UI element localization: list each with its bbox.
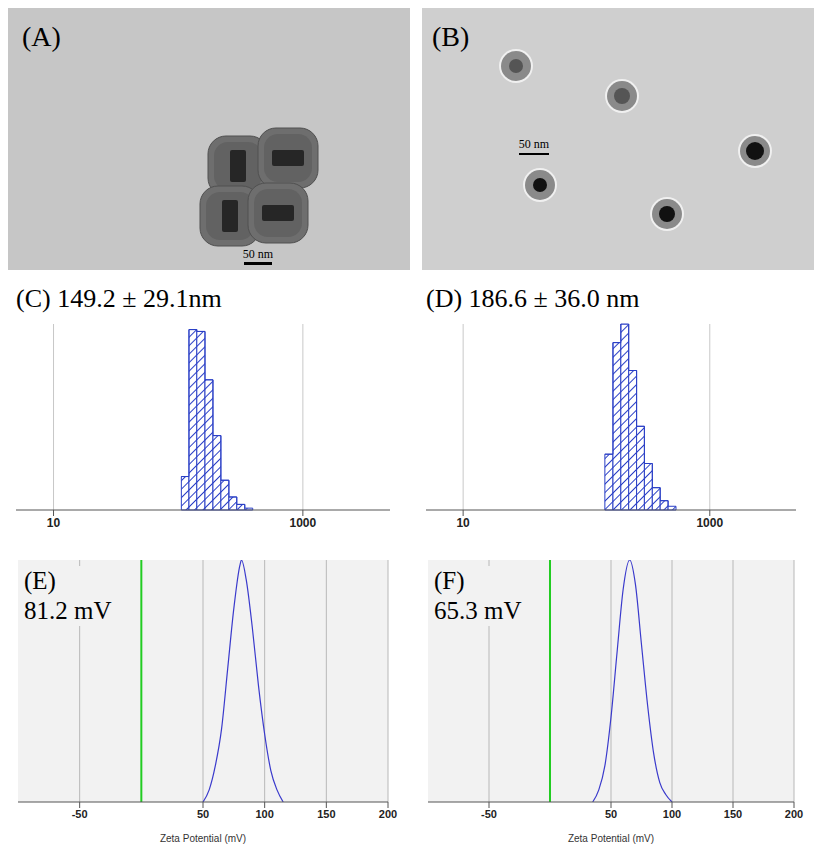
svg-text:50: 50 (197, 808, 209, 820)
svg-text:1000: 1000 (696, 516, 723, 530)
svg-text:150: 150 (724, 808, 742, 820)
svg-text:100: 100 (255, 808, 273, 820)
html-text:(E): (E) (24, 567, 56, 594)
svg-text:200: 200 (785, 808, 803, 820)
svg-text:(A): (A) (22, 21, 61, 52)
html-text:65.3 mV: 65.3 mV (434, 597, 522, 624)
svg-text:1000: 1000 (290, 516, 317, 530)
svg-text:(B): (B) (432, 21, 469, 52)
svg-text:-50: -50 (72, 808, 88, 820)
svg-text:Zeta Potential (mV): Zeta Potential (mV) (160, 833, 246, 844)
svg-text:-50: -50 (481, 808, 497, 820)
svg-text:50 nm: 50 nm (519, 137, 550, 151)
svg-text:Zeta Potential (mV): Zeta Potential (mV) (568, 833, 654, 844)
html-text:(F): (F) (434, 567, 465, 594)
svg-text:200: 200 (379, 808, 397, 820)
html-text:(D) 186.6 ± 36.0 nm: (D) 186.6 ± 36.0 nm (426, 284, 640, 313)
svg-text:100: 100 (663, 808, 681, 820)
svg-text:10: 10 (47, 516, 61, 530)
svg-text:50 nm: 50 nm (243, 247, 274, 261)
html-text:81.2 mV: 81.2 mV (24, 597, 112, 624)
svg-text:150: 150 (317, 808, 335, 820)
svg-text:50: 50 (605, 808, 617, 820)
svg-text:10: 10 (456, 516, 470, 530)
html-text:(C) 149.2 ± 29.1nm: (C) 149.2 ± 29.1nm (16, 284, 222, 313)
